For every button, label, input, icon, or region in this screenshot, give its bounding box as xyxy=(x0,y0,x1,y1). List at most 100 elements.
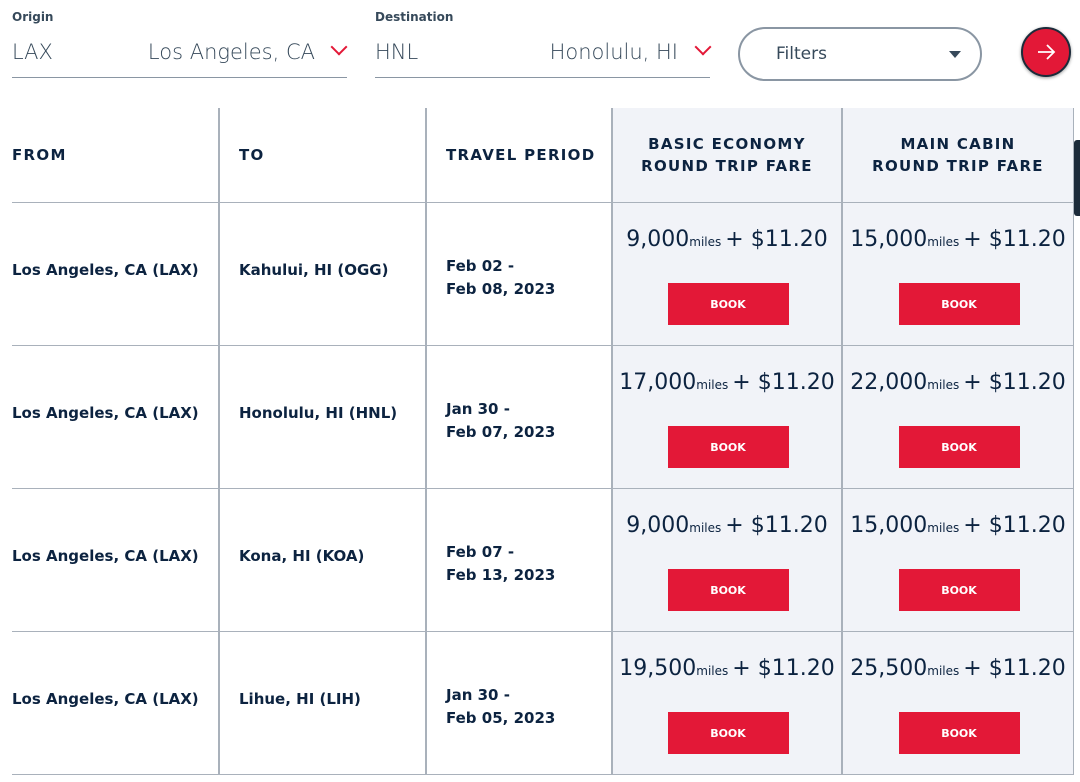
price-value: + $11.20 xyxy=(725,227,828,252)
to-text: Honolulu, HI (HNL) xyxy=(239,404,398,422)
miles-unit: miles xyxy=(689,521,722,535)
period-line: Jan 30 - xyxy=(446,686,510,704)
fare-amount: 19,500miles + $11.20 xyxy=(613,656,841,681)
destination-city[interactable]: Honolulu, HI xyxy=(549,40,678,64)
fare-cell: 25,500miles + $11.20 BOOK xyxy=(842,632,1074,775)
book-button[interactable]: BOOK xyxy=(898,426,1020,468)
miles-unit: miles xyxy=(696,378,729,392)
header-text: TRAVEL PERIOD xyxy=(446,146,596,164)
row-cell: Los Angeles, CA (LAX) xyxy=(12,203,219,346)
row-cell: Los Angeles, CA (LAX) xyxy=(12,489,219,632)
miles-unit: miles xyxy=(696,664,729,678)
search-button[interactable] xyxy=(1021,27,1071,77)
miles-value: 19,500 xyxy=(619,656,697,681)
book-button[interactable]: BOOK xyxy=(667,426,789,468)
fare-cell: 15,000miles + $11.20 BOOK xyxy=(842,203,1074,346)
miles-value: 9,000 xyxy=(626,227,690,252)
header-text: ROUND TRIP FARE xyxy=(641,157,813,175)
header-text: FROM xyxy=(12,146,67,164)
miles-value: 22,000 xyxy=(850,370,928,395)
period-text: Feb 02 - Feb 08, 2023 xyxy=(446,255,555,301)
row-cell: Los Angeles, CA (LAX) xyxy=(12,346,219,489)
fare-amount: 15,000miles + $11.20 xyxy=(843,513,1073,538)
header-cell: FROM xyxy=(12,108,219,203)
book-button[interactable]: BOOK xyxy=(898,283,1020,325)
origin-city[interactable]: Los Angeles, CA xyxy=(147,40,315,64)
header-cell: TO xyxy=(219,108,426,203)
period-line: Feb 02 - xyxy=(446,257,515,275)
book-button[interactable]: BOOK xyxy=(667,569,789,611)
miles-value: 15,000 xyxy=(850,227,928,252)
filters-dropdown[interactable]: Filters xyxy=(738,27,982,81)
header-text: BASIC ECONOMY xyxy=(648,135,806,153)
row-cell: Kahului, HI (OGG) xyxy=(219,203,426,346)
header-text: MAIN CABIN xyxy=(900,135,1016,153)
destination-underline xyxy=(375,77,710,78)
fare-amount: 17,000miles + $11.20 xyxy=(613,370,841,395)
period-text: Jan 30 - Feb 05, 2023 xyxy=(446,684,555,730)
row-cell: Lihue, HI (LIH) xyxy=(219,632,426,775)
miles-value: 25,500 xyxy=(850,656,928,681)
header-text: TO xyxy=(239,146,265,164)
miles-unit: miles xyxy=(927,521,960,535)
row-cell: Los Angeles, CA (LAX) xyxy=(12,632,219,775)
fare-cell: 17,000miles + $11.20 BOOK xyxy=(612,346,842,489)
price-value: + $11.20 xyxy=(963,513,1066,538)
miles-unit: miles xyxy=(689,235,722,249)
fare-amount: 15,000miles + $11.20 xyxy=(843,227,1073,252)
period-line: Feb 05, 2023 xyxy=(446,709,556,727)
header-cell: MAIN CABIN ROUND TRIP FARE xyxy=(842,108,1074,203)
from-text: Los Angeles, CA (LAX) xyxy=(12,261,199,279)
row-cell: Jan 30 - Feb 07, 2023 xyxy=(426,346,612,489)
destination-chevron[interactable] xyxy=(694,38,712,56)
price-value: + $11.20 xyxy=(963,370,1066,395)
fare-cell: 22,000miles + $11.20 BOOK xyxy=(842,346,1074,489)
book-button[interactable]: BOOK xyxy=(667,712,789,754)
miles-value: 15,000 xyxy=(850,513,928,538)
row-cell: Feb 02 - Feb 08, 2023 xyxy=(426,203,612,346)
from-text: Los Angeles, CA (LAX) xyxy=(12,547,199,565)
book-button[interactable]: BOOK xyxy=(898,712,1020,754)
row-cell: Jan 30 - Feb 05, 2023 xyxy=(426,632,612,775)
origin-underline xyxy=(12,77,347,78)
fare-amount: 22,000miles + $11.20 xyxy=(843,370,1073,395)
period-text: Feb 07 - Feb 13, 2023 xyxy=(446,541,555,587)
fare-amount: 25,500miles + $11.20 xyxy=(843,656,1073,681)
row-cell: Honolulu, HI (HNL) xyxy=(219,346,426,489)
from-text: Los Angeles, CA (LAX) xyxy=(12,690,199,708)
destination-code[interactable]: HNL xyxy=(375,40,419,64)
fare-cell: 9,000miles + $11.20 BOOK xyxy=(612,489,842,632)
price-value: + $11.20 xyxy=(732,656,835,681)
to-text: Kahului, HI (OGG) xyxy=(239,261,389,279)
destination-label: Destination xyxy=(375,10,454,24)
row-cell: Feb 07 - Feb 13, 2023 xyxy=(426,489,612,632)
period-line: Jan 30 - xyxy=(446,400,510,418)
period-line: Feb 07 - xyxy=(446,543,515,561)
book-button[interactable]: BOOK xyxy=(898,569,1020,611)
miles-value: 9,000 xyxy=(626,513,690,538)
fare-cell: 19,500miles + $11.20 BOOK xyxy=(612,632,842,775)
fare-amount: 9,000miles + $11.20 xyxy=(613,513,841,538)
period-line: Feb 07, 2023 xyxy=(446,423,556,441)
origin-chevron[interactable] xyxy=(330,38,348,56)
header-text: ROUND TRIP FARE xyxy=(872,157,1044,175)
filters-caret xyxy=(949,51,961,58)
price-value: + $11.20 xyxy=(732,370,835,395)
price-value: + $11.20 xyxy=(963,656,1066,681)
book-button[interactable]: BOOK xyxy=(667,283,789,325)
arrow-icon xyxy=(1038,44,1056,60)
header-cell: TRAVEL PERIOD xyxy=(426,108,612,203)
price-value: + $11.20 xyxy=(963,227,1066,252)
miles-unit: miles xyxy=(927,235,960,249)
scrollbar[interactable] xyxy=(1074,140,1080,216)
origin-code[interactable]: LAX xyxy=(12,40,53,64)
header-cell: BASIC ECONOMY ROUND TRIP FARE xyxy=(612,108,842,203)
miles-unit: miles xyxy=(927,378,960,392)
period-line: Feb 08, 2023 xyxy=(446,280,556,298)
from-text: Los Angeles, CA (LAX) xyxy=(12,404,199,422)
to-text: Lihue, HI (LIH) xyxy=(239,690,361,708)
period-line: Feb 13, 2023 xyxy=(446,566,556,584)
miles-unit: miles xyxy=(927,664,960,678)
to-text: Kona, HI (KOA) xyxy=(239,547,365,565)
